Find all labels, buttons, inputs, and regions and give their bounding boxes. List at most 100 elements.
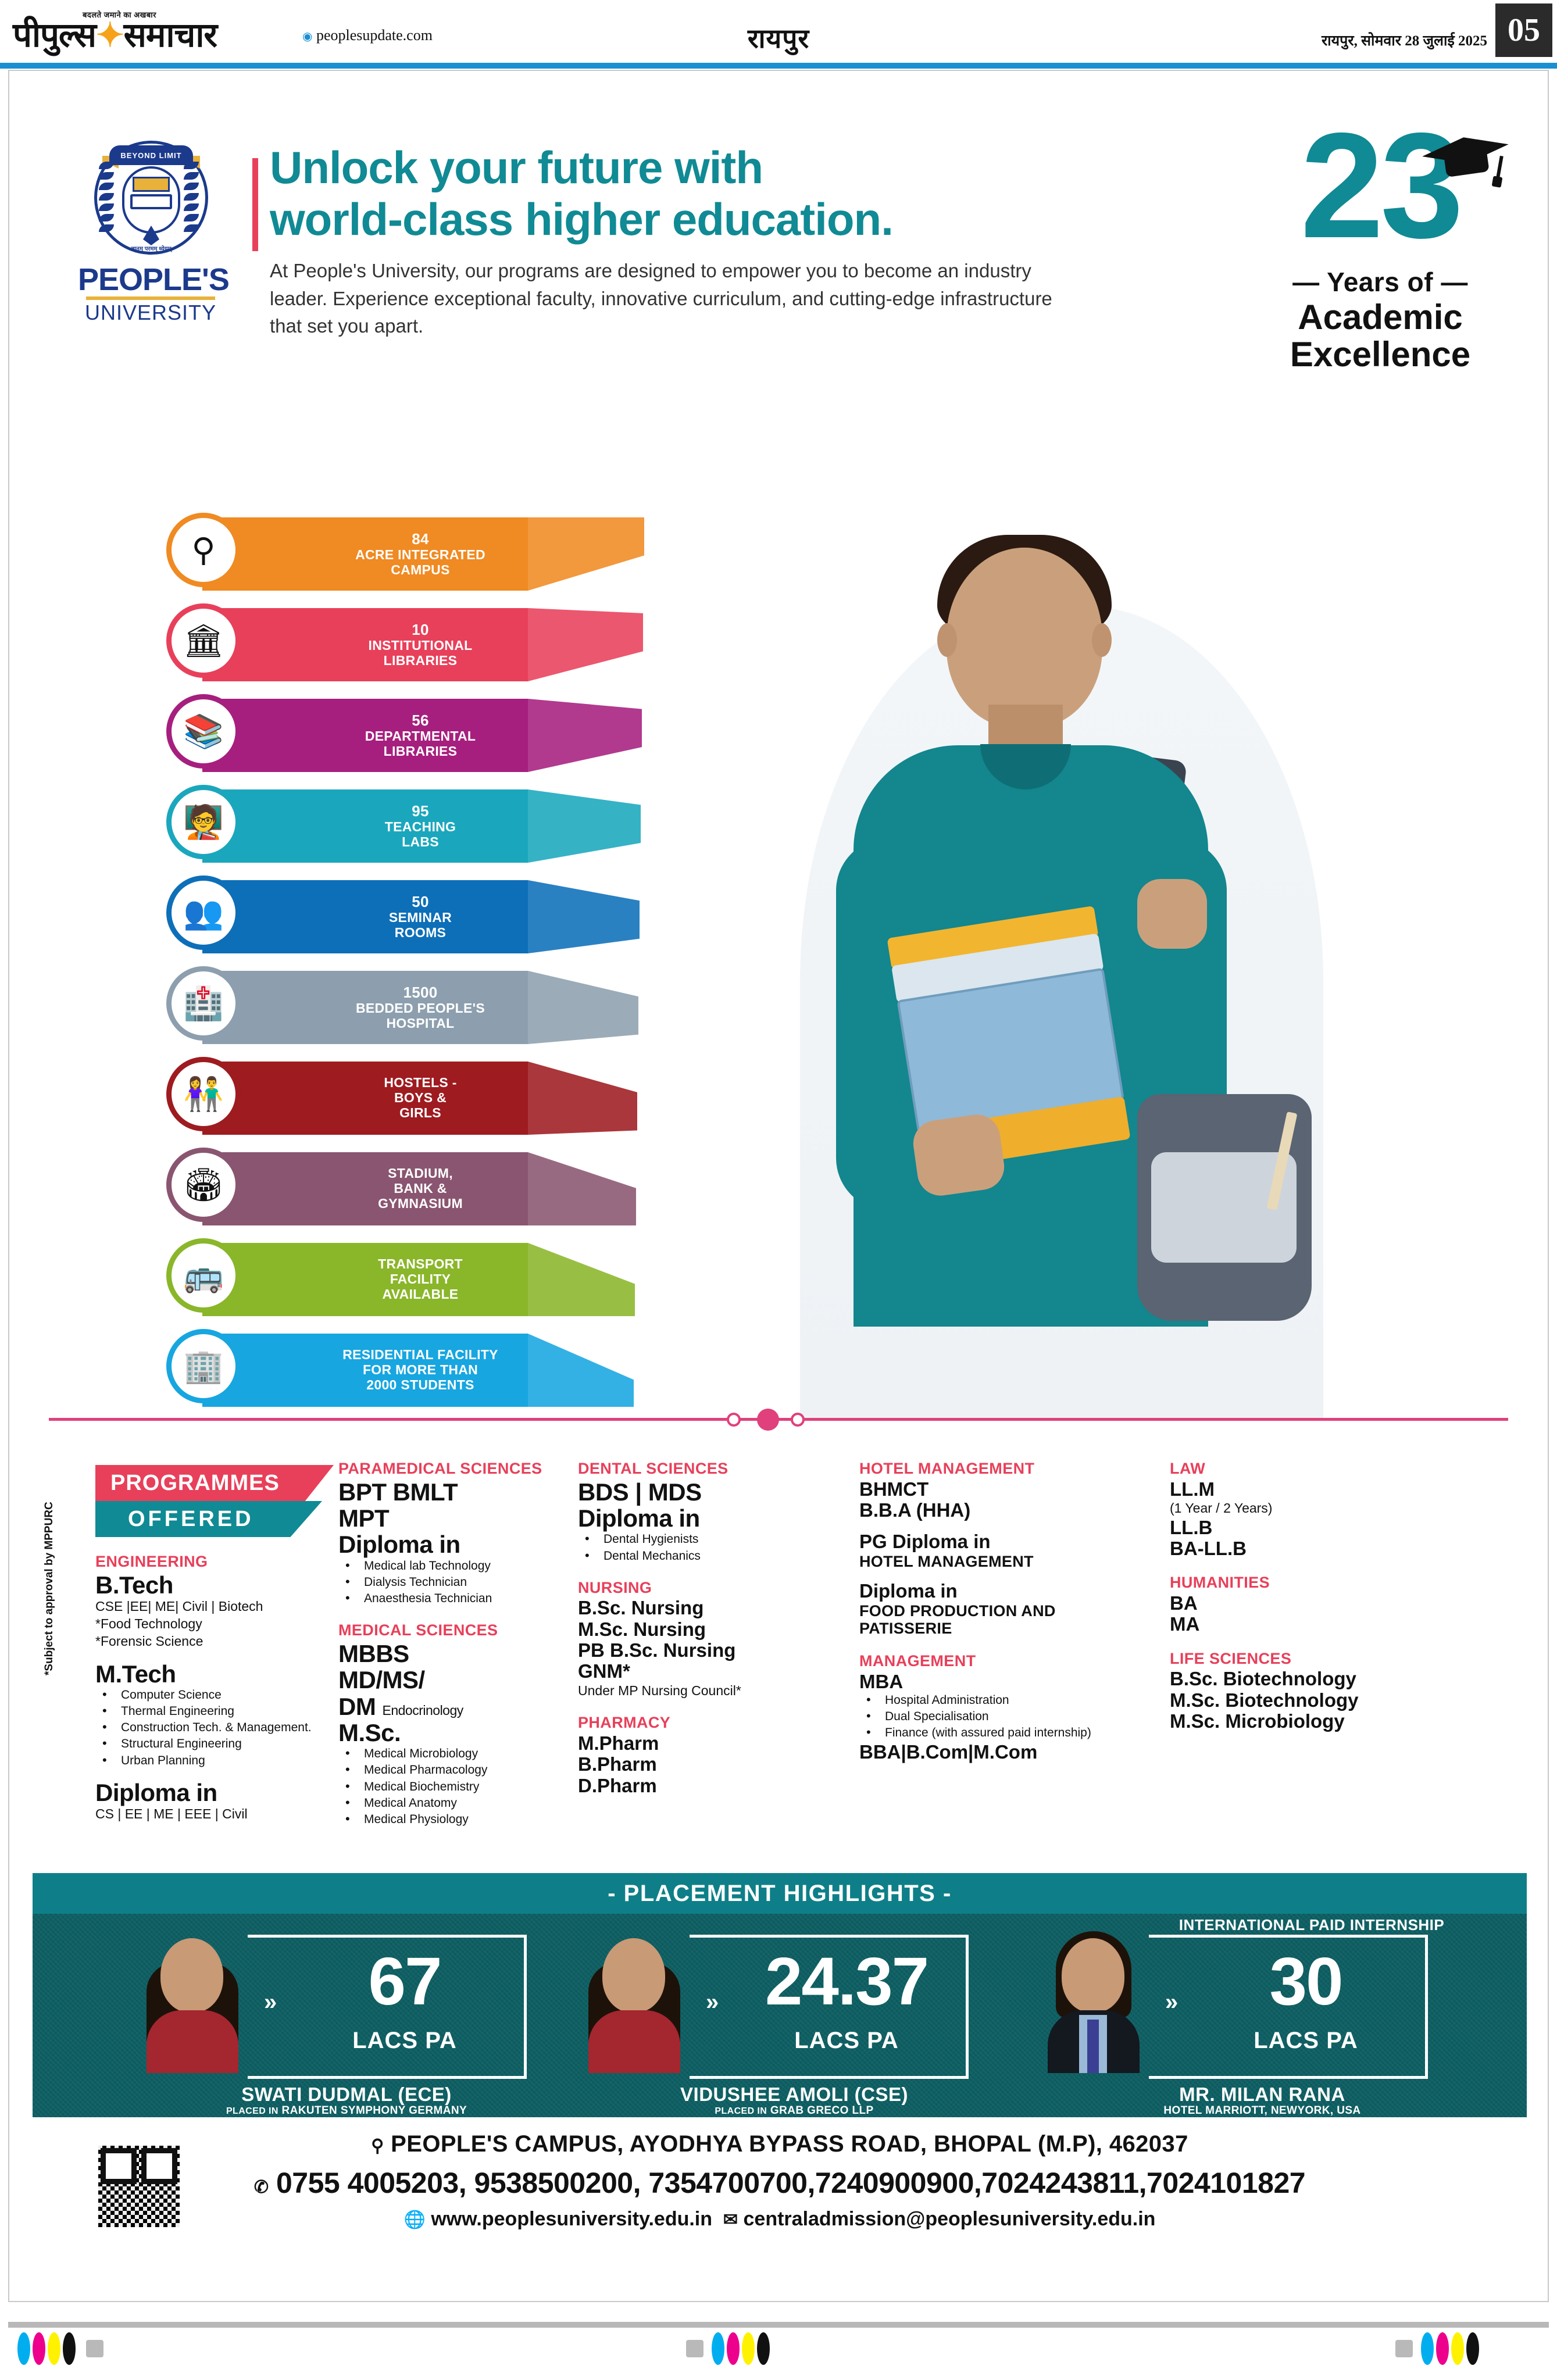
chevron-icon: »	[706, 1989, 719, 2015]
years-line1: Academic	[1298, 298, 1463, 337]
programme-category: LAW	[1170, 1460, 1206, 1477]
infrastructure-list: 84 ACRE INTEGRATED CAMPUS ⚲ 10 INSTITUTIONAL L…	[166, 513, 649, 1425]
programme-degree: LL.B	[1170, 1516, 1213, 1538]
masthead-city: रायपुर	[747, 24, 810, 53]
teaching-icon: 🧑‍🏫	[166, 785, 241, 859]
spacer	[859, 1521, 1162, 1531]
placement-figure-box	[248, 1935, 527, 2079]
programme-degree-caps: HOTEL MANAGEMENT	[859, 1552, 1034, 1570]
hero-title-line1: Unlock your future with	[270, 142, 763, 193]
placement-card: » 67 LACS PA SWATI DUDMAL (ECE) PLACED IN RA…	[131, 1914, 562, 2117]
placement-panel: » 67 LACS PA SWATI DUDMAL (ECE) PLACED IN RA…	[33, 1914, 1527, 2117]
programme-degree: Diploma in	[338, 1531, 460, 1559]
infrastructure-label: 1500 BEDDED PEOPLE'S HOSPITAL	[355, 983, 485, 1031]
masthead-website-text: peoplesupdate.com	[316, 27, 433, 44]
infrastructure-bar: STADIUM, BANK & GYMNASIUM	[202, 1152, 528, 1225]
footer-phones[interactable]: ✆ 0755 4005203, 9538500200, 7354700700,7…	[9, 2166, 1548, 2200]
programme-subtext: (1 Year / 2 Years)	[1170, 1500, 1273, 1516]
programme-bullet: Finance (with assured paid internship)	[859, 1724, 1162, 1741]
programme-degree: MA	[1170, 1613, 1200, 1635]
programme-category: MEDICAL SCIENCES	[338, 1621, 498, 1639]
infrastructure-item: 1500 BEDDED PEOPLE'S HOSPITAL 🏥	[166, 966, 638, 1049]
bus-icon: 🚌	[166, 1238, 241, 1313]
infrastructure-item: 10 INSTITUTIONAL LIBRARIES 🏛	[166, 603, 643, 686]
masthead-wordmark: पीपुल्स✦समाचार	[13, 19, 217, 52]
hospital-icon: 🏥	[166, 966, 241, 1041]
phone-icon: ✆	[253, 2178, 269, 2197]
programme-degree-caps: PATISSERIE	[859, 1620, 952, 1638]
infrastructure-label: HOSTELS - BOYS & GIRLS	[384, 1075, 457, 1120]
infrastructure-bar: 95 TEACHING LABS	[202, 789, 528, 863]
placement-company: PLACED IN RAKUTEN SYMPHONY GERMANY	[226, 2104, 467, 2117]
programme-degree: B.Sc. Nursing	[578, 1597, 704, 1619]
masthead-tagline: बदलते जमाने का अखबार	[83, 10, 156, 19]
programme-column: LAW LL.M (1 Year / 2 Years) LL.B BA-LL.B HUMA…	[1170, 1460, 1495, 1732]
seminar-icon: 👥	[166, 875, 241, 950]
infrastructure-bar-fold	[528, 1152, 636, 1225]
programme-degree: D.Pharm	[578, 1774, 657, 1796]
infrastructure-label: TRANSPORT FACILITY AVAILABLE	[378, 1256, 463, 1302]
placement-name: MR. MILAN RANA	[1179, 2084, 1345, 2105]
programme-subtext: CSE |EE| ME| Civil | Biotech	[95, 1599, 263, 1614]
programme-column: PARAMEDICAL SCIENCES BPT BMLT MPT Diploma i…	[338, 1460, 571, 1828]
programmes-badge: PROGRAMMES OFFERED	[95, 1465, 345, 1539]
wordmark-right: समाचार	[123, 16, 217, 54]
programme-bullet: Computer Science	[95, 1686, 345, 1703]
programme-bullet: Anaesthesia Technician	[338, 1589, 571, 1607]
programme-column: ENGINEERING B.Tech CSE |EE| ME| Civil | Bi…	[95, 1553, 345, 1823]
programme-column: HOTEL MANAGEMENT BHMCT B.B.A (HHA) PG Diplo…	[859, 1460, 1162, 1763]
infrastructure-label: 84 ACRE INTEGRATED CAMPUS	[355, 530, 485, 577]
globe-icon: ◉	[302, 30, 313, 43]
newspaper-masthead: बदलते जमाने का अखबार पीपुल्स✦समाचार ◉ pe…	[0, 0, 1557, 69]
qr-code[interactable]	[95, 2143, 183, 2230]
programme-degree: MPT	[338, 1505, 390, 1532]
programme-category: HOTEL MANAGEMENT	[859, 1460, 1035, 1477]
infrastructure-bar: 56 DEPARTMENTAL LIBRARIES	[202, 699, 528, 772]
programme-degree: M.Tech	[95, 1660, 176, 1688]
placement-value: 30	[1269, 1943, 1343, 2019]
infrastructure-bar-fold	[528, 608, 643, 681]
years-excellence-label: Academic Excellence	[1217, 299, 1543, 373]
university-logo: BEYOND LIMIT ज्ञानम् परमम् ध्येयम् PEOPL…	[78, 141, 230, 323]
newspaper-logo: बदलते जमाने का अखबार पीपुल्स✦समाचार	[13, 10, 257, 57]
infrastructure-bar-fold	[528, 517, 644, 591]
programmes-footnote: *Subject to approval by MPPURC	[43, 1502, 55, 1675]
infrastructure-bar: 10 INSTITUTIONAL LIBRARIES	[202, 608, 528, 681]
programmes-section: PROGRAMMES OFFERED ENGINEERING B.Tech CSE …	[9, 1443, 1548, 1954]
infrastructure-bar-fold	[528, 1243, 635, 1316]
placement-header-bar: - PLACEMENT HIGHLIGHTS -	[33, 1873, 1527, 1914]
university-name-line1: PEOPLE'S	[78, 262, 230, 297]
infrastructure-bar: HOSTELS - BOYS & GIRLS	[202, 1062, 528, 1135]
footer-web-email[interactable]: 🌐 www.peoplesuniversity.edu.in ✉ central…	[9, 2208, 1548, 2231]
section-divider	[49, 1407, 1508, 1431]
infrastructure-bar-fold	[528, 699, 642, 772]
programme-bullet: Thermal Engineering	[95, 1702, 345, 1720]
programme-subtext: *Food Technology	[95, 1616, 202, 1631]
infrastructure-bar: 84 ACRE INTEGRATED CAMPUS	[202, 517, 528, 591]
crest-cap-icon	[133, 177, 170, 192]
crest-motto: BEYOND LIMIT	[109, 145, 193, 165]
infrastructure-bar: TRANSPORT FACILITY AVAILABLE	[202, 1243, 528, 1316]
programme-degree: MD/MS/	[338, 1666, 425, 1694]
programme-degree: Diploma in	[95, 1778, 217, 1806]
university-crest-icon: BEYOND LIMIT ज्ञानम् परमम् ध्येयम्	[94, 141, 208, 255]
placement-figure-box	[1149, 1935, 1428, 2079]
programme-bullet: Construction Tech. & Management.	[95, 1718, 345, 1736]
infrastructure-bar: 50 SEMINAR ROOMS	[202, 880, 528, 953]
programme-bullet: Dental Hygienists	[578, 1530, 851, 1548]
programme-category: MANAGEMENT	[859, 1652, 976, 1670]
programme-degree: PG Diploma in	[859, 1531, 991, 1553]
infrastructure-bar-fold	[528, 880, 640, 953]
placement-value: 24.37	[765, 1943, 929, 2019]
masthead-website[interactable]: ◉ peoplesupdate.com	[302, 27, 433, 44]
programme-degree: MBA	[859, 1670, 904, 1692]
programmes-badge-bottom: OFFERED	[128, 1506, 254, 1531]
books-icon: 📚	[166, 694, 241, 769]
programme-degree: PB B.Sc. Nursing	[578, 1639, 736, 1661]
programme-degree: DM Endocrinology	[338, 1692, 463, 1720]
programme-degree: B.Sc. Biotechnology	[1170, 1668, 1356, 1690]
hero-title: Unlock your future with world-class high…	[270, 142, 1130, 245]
flame-icon: ✦	[95, 16, 124, 54]
placement-company: HOTEL MARRIOTT, NEWYORK, USA	[1163, 2104, 1361, 2117]
